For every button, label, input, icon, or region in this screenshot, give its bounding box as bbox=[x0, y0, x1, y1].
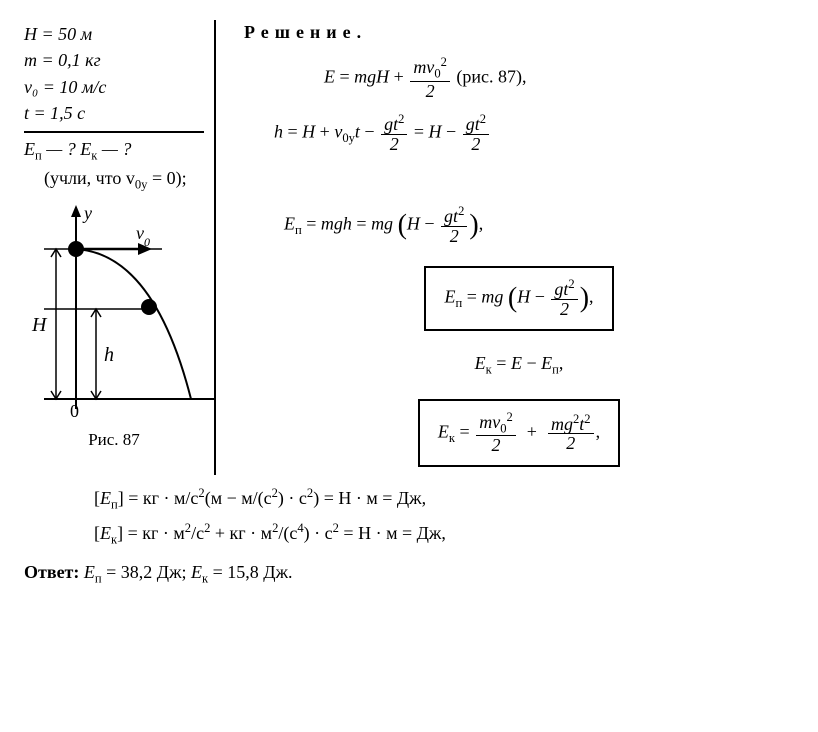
eq-Ek-box: Eк = mv022 + mg2t22, bbox=[244, 391, 794, 476]
h-label: h bbox=[104, 344, 114, 366]
top-row: H = 50 м m = 0,1 кг v₀ = 10 м/с t = 1,5 … bbox=[24, 20, 794, 475]
given-H: H = 50 м bbox=[24, 22, 204, 46]
solution-block: Решение. E = mgH + mv022 (рис. 87), h = … bbox=[216, 20, 794, 475]
axis-y-label: y bbox=[82, 203, 92, 223]
figure: y v0 H h 0 Рис. 87 bbox=[24, 199, 204, 452]
given-divider bbox=[24, 131, 204, 133]
eq-height: h = H + v0yt − gt22 = H − gt22 bbox=[244, 113, 794, 154]
given-block: H = 50 м m = 0,1 кг v₀ = 10 м/с t = 1,5 … bbox=[24, 20, 216, 475]
answer: Ответ: Eп = 38,2 Дж; Eк = 15,8 Дж. bbox=[24, 560, 794, 588]
given-m: m = 0,1 кг bbox=[24, 48, 204, 72]
eq-total-energy: E = mgH + mv022 (рис. 87), bbox=[244, 56, 794, 101]
figure-caption: Рис. 87 bbox=[24, 429, 204, 452]
origin-label: 0 bbox=[70, 401, 79, 419]
trajectory-svg: y v0 H h 0 bbox=[24, 199, 224, 419]
solution-heading: Решение. bbox=[244, 20, 794, 44]
dim-Ep: [Eп] = кг · м/с2(м − м/(с2) · с2) = Н · … bbox=[24, 485, 794, 514]
eq-note: (учли, что v0y = 0); bbox=[44, 166, 794, 194]
given-sought: Eп — ? Eк — ? bbox=[24, 137, 204, 165]
given-v0: v₀ = 10 м/с bbox=[24, 75, 204, 99]
eq-Ep-box: Eп = mg (H − gt22), bbox=[244, 258, 794, 339]
H-label: H bbox=[31, 314, 48, 336]
eq-Ek-relation: Eк = E − Eп, bbox=[244, 351, 794, 379]
eq-Ep-expand: Eп = mgh = mg (H − gt22), bbox=[244, 205, 794, 246]
dim-Ek: [Eк] = кг · м2/с2 + кг · м2/(с4) · с2 = … bbox=[24, 520, 794, 549]
given-t: t = 1,5 с bbox=[24, 101, 204, 125]
